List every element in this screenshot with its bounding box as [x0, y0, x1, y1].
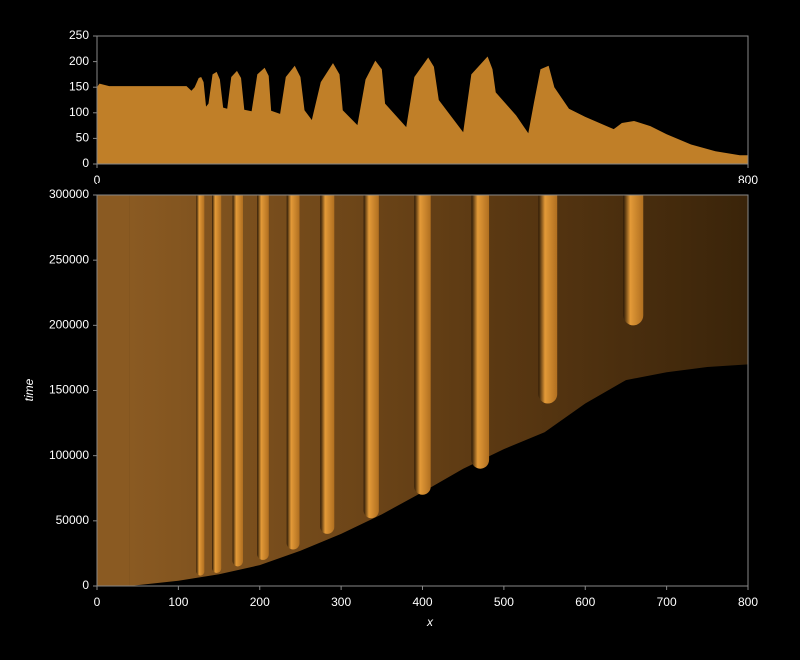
stripe	[414, 185, 431, 495]
x-axis-label: x	[426, 615, 434, 629]
stripe	[196, 185, 205, 576]
plot-frame	[96, 35, 749, 165]
x-tick-label: 600	[575, 595, 595, 609]
y-tick-label: 200000	[49, 318, 89, 332]
x-tick-label: 300	[331, 595, 351, 609]
y-tick-label: 50000	[56, 513, 90, 527]
y-tick-label: 0	[82, 578, 89, 592]
front-region	[129, 195, 749, 586]
x-tick-label: 100	[168, 595, 188, 609]
x-tick-label: 0	[94, 173, 101, 187]
y-tick-label: 100	[69, 105, 89, 119]
stripe	[212, 185, 222, 573]
x-tick-label: 800	[738, 595, 758, 609]
stripe	[538, 185, 558, 404]
stripe	[623, 185, 644, 326]
stripe	[257, 185, 269, 560]
profile-area	[97, 56, 748, 165]
clip-top	[97, 183, 748, 195]
stripe	[320, 185, 335, 534]
y-tick-label: 100000	[49, 448, 89, 462]
y-tick-label: 250	[69, 28, 89, 42]
y-tick-label: 150	[69, 79, 89, 93]
left-region	[97, 195, 130, 586]
x-tick-label: 0	[94, 595, 101, 609]
x-tick-label: 200	[250, 595, 270, 609]
y-tick-label: 200	[69, 54, 89, 68]
y-tick-label: 150000	[49, 383, 89, 397]
stripe	[232, 185, 243, 567]
x-tick-label: 700	[657, 595, 677, 609]
y-tick-label: 300000	[49, 187, 89, 201]
x-tick-label: 500	[494, 595, 514, 609]
y-tick-label: 0	[82, 156, 89, 170]
stripe	[363, 185, 379, 519]
stripe	[471, 185, 490, 469]
y-tick-label: 250000	[49, 252, 89, 266]
x-tick-label: 400	[412, 595, 432, 609]
stripe	[286, 185, 300, 550]
y-tick-label: 50	[76, 131, 90, 145]
y-axis-label: time	[22, 378, 36, 401]
